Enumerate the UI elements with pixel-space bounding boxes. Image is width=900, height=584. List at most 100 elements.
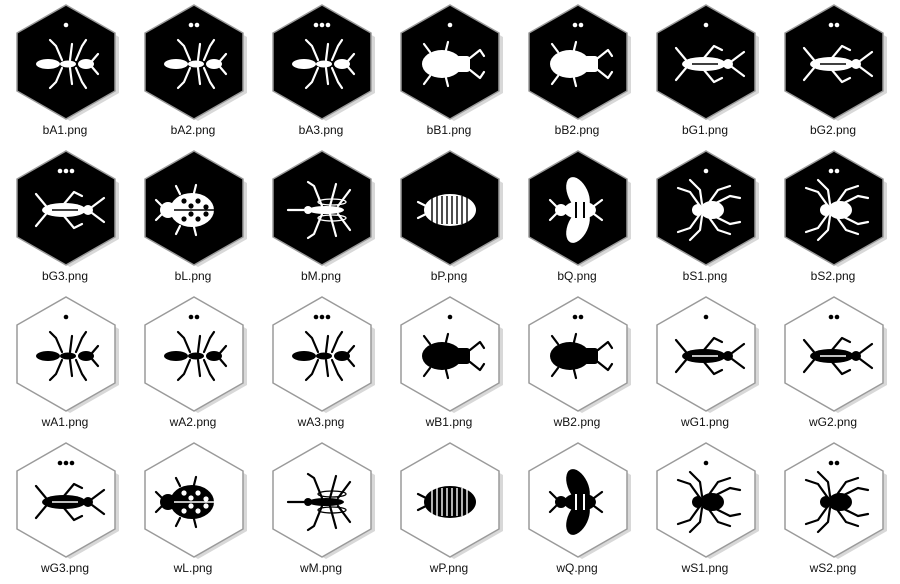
file-thumbnail[interactable]: wL.png (129, 438, 257, 584)
hex-tile-thumbnail (143, 150, 247, 267)
hex-tile-thumbnail (143, 442, 247, 559)
file-name-label: bB1.png (426, 123, 472, 137)
hex-tile-thumbnail (783, 296, 887, 413)
level-dots-icon (703, 314, 709, 320)
level-dots-icon (828, 314, 840, 320)
grasshopper-icon (802, 336, 874, 376)
pillbug-icon (416, 194, 476, 226)
file-name-label: bS1.png (682, 269, 728, 283)
spider-icon (804, 470, 870, 534)
file-name-label: wL.png (173, 561, 213, 575)
file-name-label: bQ.png (557, 269, 597, 283)
file-thumbnail[interactable]: bG1.png (641, 0, 769, 146)
file-thumbnail[interactable]: wP.png (385, 438, 513, 584)
spider-icon (804, 178, 870, 242)
queen-bee-icon (548, 177, 604, 243)
file-thumbnail[interactable]: wG2.png (769, 292, 897, 438)
hex-tile-thumbnail (271, 4, 375, 121)
grasshopper-icon (802, 44, 874, 84)
file-thumbnail[interactable]: bA2.png (129, 0, 257, 146)
file-name-label: wA1.png (41, 415, 89, 429)
mosquito-icon (286, 180, 352, 240)
grasshopper-icon (34, 482, 106, 522)
level-dots-icon (313, 22, 331, 28)
file-thumbnail[interactable]: bA3.png (257, 0, 385, 146)
file-name-label: wB1.png (425, 415, 473, 429)
hex-tile-thumbnail (271, 442, 375, 559)
hex-tile-thumbnail (143, 296, 247, 413)
file-name-label: bG2.png (809, 123, 857, 137)
file-name-label: wA3.png (297, 415, 345, 429)
file-thumbnail[interactable]: bS1.png (641, 146, 769, 292)
level-dots-icon (188, 314, 200, 320)
file-name-label: wG3.png (40, 561, 90, 575)
hex-tile-thumbnail (15, 150, 119, 267)
file-name-label: wG2.png (808, 415, 858, 429)
beetle-icon (550, 40, 614, 88)
beetle-icon (422, 40, 486, 88)
file-name-label: wS1.png (681, 561, 729, 575)
file-thumbnail[interactable]: bB2.png (513, 0, 641, 146)
file-name-label: bM.png (300, 269, 342, 283)
file-name-label: bP.png (430, 269, 468, 283)
beetle-icon (550, 332, 614, 380)
file-thumbnail[interactable]: wM.png (257, 438, 385, 584)
pillbug-icon (416, 486, 476, 518)
ant-icon (164, 38, 228, 90)
file-thumbnail[interactable]: wA3.png (257, 292, 385, 438)
hex-tile-thumbnail (655, 442, 759, 559)
file-name-label: bS2.png (810, 269, 856, 283)
level-dots-icon (703, 22, 709, 28)
file-name-label: wM.png (299, 561, 343, 575)
level-dots-icon (703, 460, 709, 466)
hex-tile-thumbnail (783, 4, 887, 121)
ant-icon (292, 330, 356, 382)
level-dots-icon (828, 22, 840, 28)
file-thumbnail[interactable]: bL.png (129, 146, 257, 292)
queen-bee-icon (548, 469, 604, 535)
spider-icon (676, 178, 742, 242)
level-dots-icon (703, 168, 709, 174)
hex-tile-thumbnail (143, 4, 247, 121)
file-name-label: wQ.png (556, 561, 598, 575)
file-thumbnail[interactable]: bG3.png (1, 146, 129, 292)
hex-tile-thumbnail (527, 4, 631, 121)
file-thumbnail[interactable]: bM.png (257, 146, 385, 292)
file-thumbnail[interactable]: wG1.png (641, 292, 769, 438)
file-thumbnail[interactable]: wA2.png (129, 292, 257, 438)
file-thumbnail[interactable]: bP.png (385, 146, 513, 292)
level-dots-icon (828, 460, 840, 466)
file-thumbnail[interactable]: wA1.png (1, 292, 129, 438)
beetle-icon (422, 332, 486, 380)
file-thumbnail[interactable]: wQ.png (513, 438, 641, 584)
file-thumbnail[interactable]: bQ.png (513, 146, 641, 292)
file-thumbnail[interactable]: bA1.png (1, 0, 129, 146)
ant-icon (36, 330, 100, 382)
level-dots-icon (57, 460, 75, 466)
ant-icon (36, 38, 100, 90)
file-name-label: wS2.png (809, 561, 857, 575)
file-thumbnail[interactable]: bS2.png (769, 146, 897, 292)
hex-tile-thumbnail (783, 150, 887, 267)
hex-tile-thumbnail (527, 296, 631, 413)
file-thumbnail[interactable]: wB1.png (385, 292, 513, 438)
level-dots-icon (63, 22, 69, 28)
file-name-label: bG1.png (681, 123, 729, 137)
file-name-label: bA2.png (170, 123, 216, 137)
hex-tile-thumbnail (655, 150, 759, 267)
file-name-label: bA3.png (298, 123, 344, 137)
file-thumbnail[interactable]: wB2.png (513, 292, 641, 438)
hex-tile-thumbnail (15, 4, 119, 121)
hex-tile-thumbnail (271, 296, 375, 413)
file-thumbnail[interactable]: bB1.png (385, 0, 513, 146)
hex-tile-thumbnail (399, 150, 503, 267)
hex-tile-thumbnail (655, 4, 759, 121)
ant-icon (164, 330, 228, 382)
file-thumbnail[interactable]: wG3.png (1, 438, 129, 584)
file-thumbnail[interactable]: wS2.png (769, 438, 897, 584)
file-thumbnail[interactable]: wS1.png (641, 438, 769, 584)
file-name-label: wB2.png (553, 415, 601, 429)
level-dots-icon (313, 314, 331, 320)
file-thumbnail[interactable]: bG2.png (769, 0, 897, 146)
